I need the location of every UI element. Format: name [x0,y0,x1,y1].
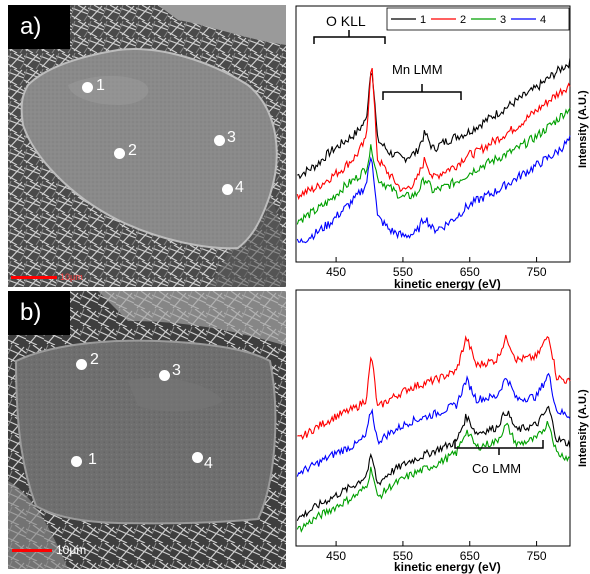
co-lmm-bracket [454,440,544,455]
co-lmm-label: Co LMM [472,461,521,476]
x-tick-label: 650 [460,265,480,279]
x-tick-label: 750 [527,265,547,279]
chart-b-ylabel: Intensity (A.U.) [577,389,589,467]
legend-label-1: 1 [420,14,426,26]
sem-image-b-graphic [8,291,286,569]
chart-a-frame [295,5,571,263]
legend-label-4: 4 [540,14,546,26]
sem-image-a-graphic [8,5,286,287]
sem-image-b: b) 2 3 1 4 10μm [8,291,286,569]
x-tick-label: 750 [527,549,547,563]
point-marker-b-1 [71,456,82,467]
x-tick-label: 550 [393,549,413,563]
panel-label-a-box [8,5,70,49]
mn-lmm-label: Mn LMM [392,62,443,77]
point-marker-a-4 [222,184,233,195]
point-label-a-4: 4 [235,179,244,196]
o-kll-label: O KLL [326,13,366,29]
point-marker-a-2 [114,148,125,159]
chart-b-series-1 [297,334,571,441]
scale-bar-a [11,276,57,279]
chart-b-frame [295,289,571,547]
chart-a-xlabel: kinetic energy (eV) [394,277,501,290]
legend-label-2: 2 [460,14,466,26]
chart-b-series-3 [296,405,571,522]
point-marker-b-2 [76,359,87,370]
point-label-a-2: 2 [128,142,137,159]
point-marker-a-1 [82,82,93,93]
x-tick-label: 550 [393,265,413,279]
point-marker-a-3 [214,135,225,146]
chart-b-series-4 [296,420,571,533]
scale-label-b: 10μm [56,543,87,557]
chart-b-series-2 [296,372,571,477]
chart-b: 450 550 650 750 Co LMM kinetic energy (eV) … [295,289,589,574]
point-label-b-3: 3 [172,362,181,379]
panel-label-a: a) [20,13,42,40]
point-label-b-4: 4 [204,455,213,472]
panel-label-b: b) [20,299,42,326]
o-kll-bracket [313,30,386,44]
x-tick-label: 450 [326,549,346,563]
point-label-a-1: 1 [96,77,105,94]
point-marker-b-3 [159,370,170,381]
point-marker-b-4 [192,452,203,463]
chart-a-series-4 [296,135,571,244]
chart-a-series-3 [296,107,571,225]
point-label-a-3: 3 [227,129,236,146]
chart-a-ylabel: Intensity (A.U.) [577,90,589,168]
legend-label-3: 3 [500,14,506,26]
chart-a: 450 550 650 750 1 2 3 4 O KLL Mn LMM kineti… [295,5,589,290]
x-tick-label: 450 [326,265,346,279]
chart-a-legend: 1 2 3 4 [386,7,570,31]
panel-label-b-box [8,291,70,335]
scale-bar-b [12,549,52,552]
x-tick-label: 650 [460,549,480,563]
point-label-b-1: 1 [88,451,97,468]
chart-a-series-1 [297,58,571,180]
sem-image-a: a) 1 2 3 4 10μm [8,5,286,287]
point-label-b-2: 2 [90,351,99,368]
chart-b-xlabel: kinetic energy (eV) [394,560,501,574]
mn-lmm-bracket [382,84,462,100]
chart-a-series-2 [296,67,571,201]
scale-label-a: 10μm [60,272,83,282]
